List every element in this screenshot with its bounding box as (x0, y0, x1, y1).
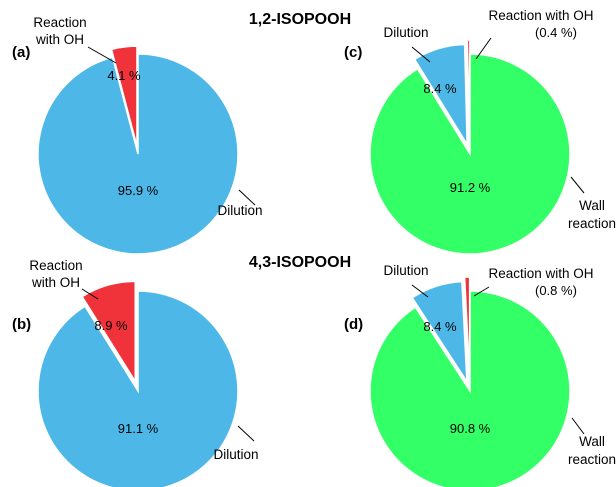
panel-label-1: (b) (12, 316, 31, 333)
slice-name-reaction-with-oh: Reaction with OH (33, 15, 86, 47)
slice-dilution (413, 43, 468, 148)
slice-name-reaction-with-oh: Reaction with OH (29, 258, 82, 290)
slice-reaction-with-oh (110, 45, 138, 147)
pie-chart-d: (d) (0.8 %) 8.4 % 90.8 % Reaction with OH Dil… (344, 263, 616, 487)
slice-reaction-with-oh (466, 39, 471, 141)
leader-line-wall-reaction (571, 417, 585, 435)
slice-reaction-with-oh (81, 280, 136, 385)
percent-label-dilution: 91.1 % (118, 421, 159, 436)
slice-name-dilution: Dilution (213, 447, 258, 462)
percent-label-dilution: 8.4 % (423, 319, 457, 334)
slice-dilution (37, 290, 239, 487)
slice-wall-reaction (369, 53, 571, 255)
percent-label-reaction-with-oh: (0.8 %) (535, 283, 577, 298)
leader-line-reaction-with-oh (87, 46, 117, 64)
percent-label-reaction-with-oh: 8.9 % (94, 318, 128, 333)
percent-label-reaction-with-oh: (0.4 %) (535, 25, 577, 40)
pie-chart-a: (a) 4.1 % 95.9 % Reaction with OH Dilution (12, 15, 263, 255)
leader-line-reaction-with-oh (475, 37, 492, 60)
leader-line-dilution (237, 425, 255, 442)
panel-label-3: (d) (344, 316, 363, 333)
slice-reaction-with-oh (463, 276, 471, 378)
slice-name-dilution: Dilution (383, 25, 428, 40)
leader-line-reaction-with-oh (81, 288, 99, 300)
leader-line-reaction-with-oh (473, 286, 490, 297)
slice-wall-reaction (369, 290, 571, 487)
slice-name-wall-reaction: Wall reaction (568, 434, 616, 467)
slice-name-wall-reaction: Wall reaction (568, 198, 616, 231)
slice-name-reaction-with-oh: Reaction with OH (488, 8, 593, 23)
slice-name-reaction-with-oh: Reaction with OH (488, 266, 593, 281)
slice-name-dilution: Dilution (383, 263, 428, 278)
slice-dilution (37, 53, 239, 255)
percent-label-dilution: 8.4 % (423, 81, 457, 96)
pie-chart-c: (c) (0.4 %) 8.4 % 91.2 % Reaction with OH Dil… (344, 8, 616, 255)
title-4-3-isopooh: 4,3-ISOPOOH (249, 254, 351, 271)
panel-label-2: (c) (344, 44, 362, 61)
panel-label-0: (a) (12, 44, 30, 61)
leader-line-dilution (411, 46, 431, 63)
leader-line-dilution (238, 189, 256, 206)
leader-line-wall-reaction (570, 176, 585, 194)
slice-name-dilution: Dilution (217, 203, 262, 218)
percent-label-reaction-with-oh: 4.1 % (107, 68, 141, 83)
leader-line-dilution (411, 284, 429, 298)
percent-label-wall-reaction: 90.8 % (450, 421, 491, 436)
percent-label-wall-reaction: 91.2 % (450, 180, 491, 195)
percent-label-dilution: 95.9 % (118, 183, 159, 198)
title-1-2-isopooh: 1,2-ISOPOOH (249, 11, 351, 28)
pie-chart-b: (b) 8.9 % 91.1 % Reaction with OH Dilution (12, 258, 259, 487)
slice-dilution (411, 280, 468, 385)
